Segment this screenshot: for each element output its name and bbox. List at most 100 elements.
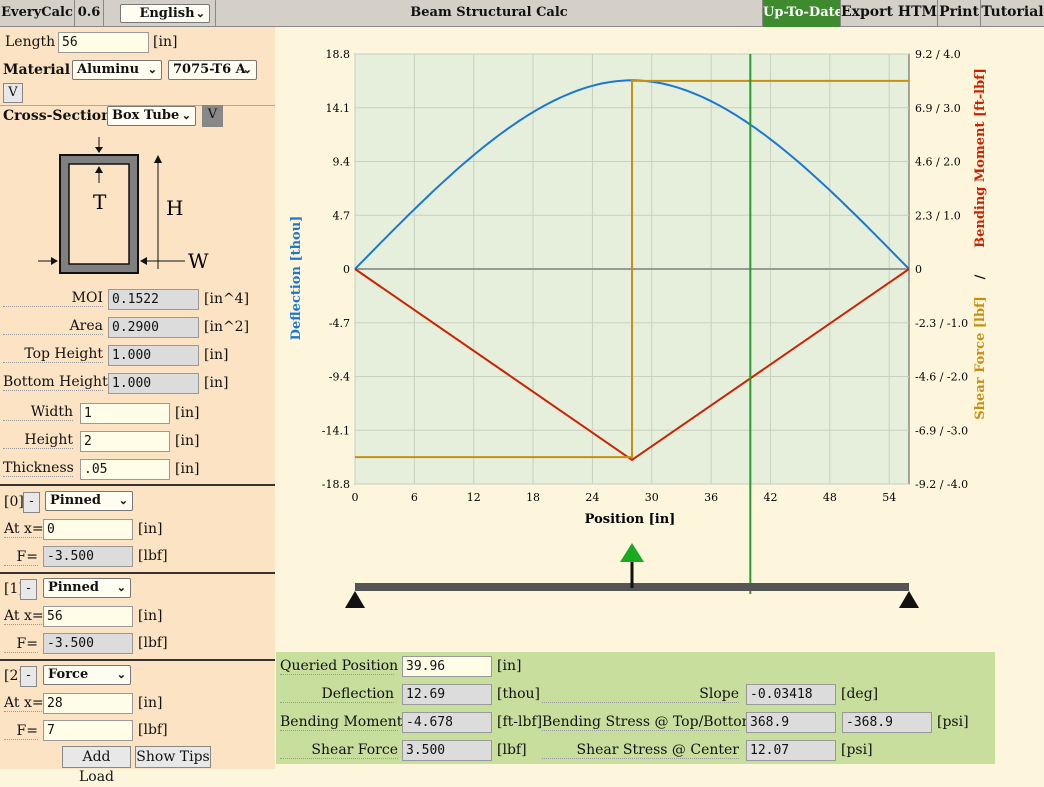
cross-section-select[interactable]: Box Tube ⌄	[107, 106, 196, 126]
tutorial-button[interactable]: Tutorial	[981, 4, 1044, 20]
thickness-label: Thickness	[3, 460, 74, 477]
load-0-f-unit: [lbf]	[138, 548, 168, 564]
language-select[interactable]: English ⌄	[120, 4, 210, 23]
results-panel: Queried Position 39.96 [in] Deflection 1…	[276, 652, 995, 764]
chevron-down-icon: ⌄	[242, 63, 252, 76]
x-tick-label: 54	[882, 491, 896, 504]
top-arrow-head	[95, 147, 103, 153]
bending-stress-bottom-value: -368.9	[842, 712, 932, 733]
load-2-remove-button[interactable]: -	[20, 666, 37, 687]
x-tick-label: 24	[585, 491, 599, 504]
y-tick-label-right: -9.2 / -4.0	[915, 478, 968, 491]
chevron-down-icon: ⌄	[147, 63, 157, 76]
queried-position-unit: [in]	[497, 658, 522, 674]
export-html-button[interactable]: Export HTML	[841, 0, 938, 27]
x-tick-label: 18	[526, 491, 540, 504]
shear-stress-label: Shear Stress @ Center	[542, 742, 739, 759]
load-2-f-input[interactable]: 7	[43, 720, 133, 741]
y-tick-label-left: 9.4	[333, 156, 351, 169]
moi-label: MOI	[3, 290, 103, 307]
y-axis-label-separator: /	[973, 274, 988, 279]
t-label: T	[93, 190, 107, 214]
y-tick-label-left: -4.7	[329, 317, 350, 330]
x-tick-label: 6	[411, 491, 418, 504]
load-1-f-label: F=	[4, 636, 38, 653]
load-0-x-input[interactable]: 0	[43, 519, 133, 540]
add-load-button[interactable]: Add Load	[62, 746, 131, 785]
height-unit: [in]	[175, 433, 200, 449]
top-height-value: 1.000	[108, 345, 199, 366]
chevron-down-icon: ⌄	[116, 581, 126, 594]
load-1-x-input[interactable]: 56	[43, 606, 133, 627]
chevron-down-icon: ⌄	[116, 668, 126, 681]
bending-moment-series	[354, 268, 910, 462]
material-alloy-select[interactable]: 7075-T6 A ⌄	[168, 60, 257, 80]
load-0-type-select[interactable]: Pinned ⌄	[45, 491, 133, 511]
height-input[interactable]: 2	[80, 431, 170, 452]
shear-force-unit: [lbf]	[497, 742, 527, 758]
load-1-type-select[interactable]: Pinned ⌄	[43, 578, 131, 598]
load-1-remove-button[interactable]: -	[20, 579, 37, 600]
x-tick-label: 36	[704, 491, 718, 504]
load-2-x-input[interactable]: 28	[43, 693, 133, 714]
bending-moment-unit: [ft-lbf]	[497, 714, 543, 730]
queried-position-input[interactable]: 39.96	[402, 656, 492, 677]
print-button[interactable]: Print	[938, 0, 981, 27]
toolbar: EveryCalc 0.6 English ⌄ Beam Structural C…	[0, 0, 1044, 27]
divider	[0, 105, 275, 106]
left-support-icon	[345, 591, 365, 608]
y-tick-label-left: 0	[343, 263, 350, 276]
bending-stress-top-value: 368.9	[746, 712, 836, 733]
load-2-f-unit: [lbf]	[138, 722, 168, 738]
t-arrow-head	[95, 166, 103, 173]
x-ticks: 0 6 12 18 24 30 36 42 48 54	[352, 491, 897, 504]
load-0-f-label: F=	[4, 549, 38, 566]
y-tick-label-right: 9.2 / 4.0	[915, 48, 961, 61]
thickness-input[interactable]: .05	[80, 459, 170, 480]
w-label: W	[188, 249, 209, 273]
thickness-unit: [in]	[175, 461, 200, 477]
app-version: 0.6	[75, 0, 104, 27]
y-tick-label-left: -14.1	[322, 424, 350, 437]
top-height-label: Top Height	[3, 346, 103, 363]
length-input[interactable]: 56	[58, 32, 149, 53]
moi-unit: [in^4]	[204, 291, 250, 307]
x-tick-label: 0	[352, 491, 359, 504]
slope-value: -0.03418	[746, 684, 836, 705]
x-tick-label: 12	[467, 491, 481, 504]
divider	[0, 572, 275, 574]
y-tick-label-left: 18.8	[326, 48, 351, 61]
load-1-x-label: At x=	[4, 608, 44, 625]
y-tick-label-right: -2.3 / -1.0	[915, 317, 968, 330]
material-toggle-button[interactable]: V	[3, 83, 23, 103]
language-cell: English ⌄	[104, 0, 216, 27]
width-label: Width	[3, 404, 73, 421]
bending-moment-label: Bending Moment	[280, 714, 403, 731]
width-input[interactable]: 1	[80, 403, 170, 424]
height-label: Height	[3, 432, 73, 449]
y-ticks-right: 9.2 / 4.0 6.9 / 3.0 4.6 / 2.0 2.3 / 1.0 0 -2.…	[915, 48, 968, 491]
cross-section-toggle-button[interactable]: V	[202, 105, 223, 127]
load-2-type-select[interactable]: Force ⌄	[43, 665, 131, 685]
load-force-arrow-icon[interactable]	[620, 543, 644, 562]
y-ticks-left: 18.8 14.1 9.4 4.7 0 -4.7 -9.4 -14.1 -18.8	[322, 48, 350, 491]
bending-stress-unit: [psi]	[937, 714, 969, 730]
x-axis-label: Position [in]	[585, 512, 676, 527]
y-tick-label-right: 4.6 / 2.0	[915, 156, 961, 169]
length-unit: [in]	[153, 34, 178, 50]
beam-chart: 0 6 12 18 24 30 36 42 48 54 18.8 14.1 9.4 4.7 0 -4.7 -9…	[289, 48, 988, 608]
x-tick-label: 48	[823, 491, 837, 504]
load-0-x-label: At x=	[4, 521, 44, 538]
page-title: Beam Structural Calc	[410, 5, 568, 20]
left-arrow-head	[51, 257, 58, 265]
moi-value: 0.1522	[108, 289, 199, 310]
slope-unit: [deg]	[841, 686, 879, 702]
cross-section-diagram: T H W	[38, 137, 209, 274]
material-category-select[interactable]: Aluminu ⌄	[72, 60, 162, 80]
y-tick-label-right: 6.9 / 3.0	[915, 102, 961, 115]
load-0-remove-button[interactable]: -	[23, 492, 40, 513]
x-tick-label: 30	[645, 491, 659, 504]
app-name: EveryCalc	[0, 0, 75, 27]
y-tick-label-right: 0	[915, 263, 922, 276]
show-tips-button[interactable]: Show Tips	[135, 746, 211, 768]
